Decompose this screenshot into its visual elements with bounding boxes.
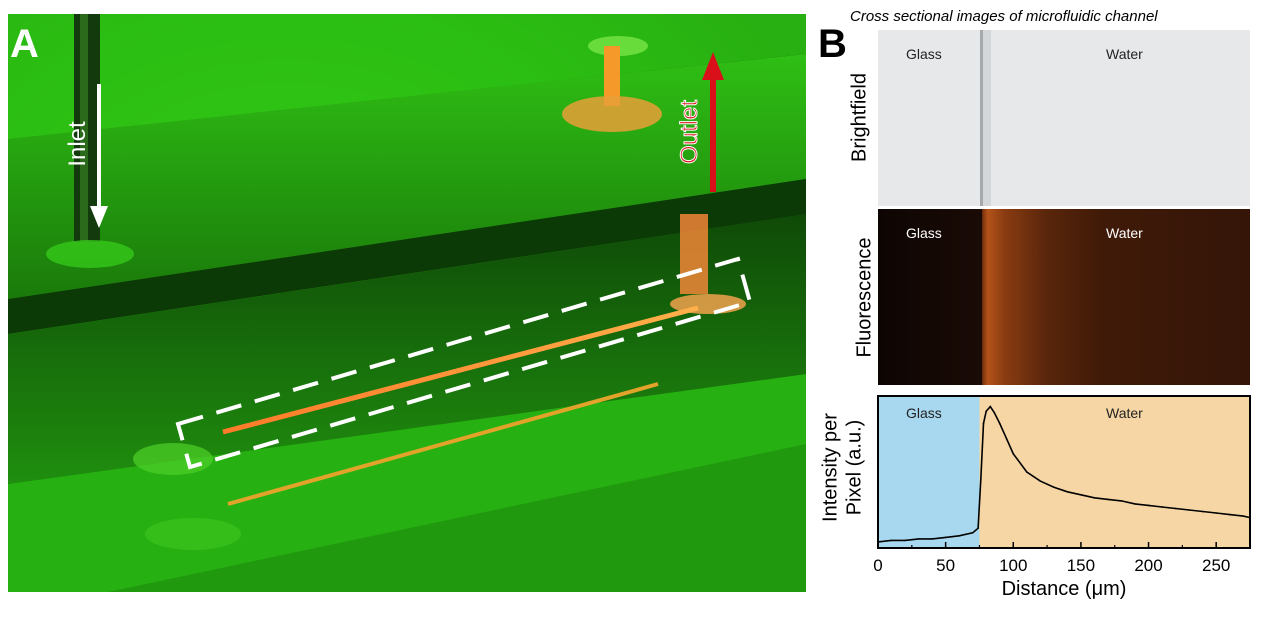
intensity-point [1039, 480, 1042, 482]
glass-water-interface-line [980, 30, 983, 206]
intensity-point [1242, 515, 1245, 517]
x-tick-label: 150 [1067, 556, 1095, 575]
panel-b-caption: Cross sectional images of microfluidic c… [850, 8, 1158, 25]
intensity-point [1012, 452, 1015, 455]
y-axis-label-line2: Pixel (a.u.) [843, 419, 866, 516]
device-photo [8, 14, 806, 592]
intensity-point [993, 411, 996, 414]
microfluidic-device-illustration [8, 14, 806, 592]
intensity-point [1228, 513, 1231, 516]
intensity-point [989, 405, 992, 408]
intensity-point [944, 536, 947, 539]
intensity-point [1201, 510, 1204, 513]
intensity-point [1080, 494, 1082, 496]
fluorescence-image: Glass Water [878, 209, 1250, 385]
intensity-point [985, 410, 988, 413]
x-tick-label: 0 [873, 556, 882, 575]
x-tick-label: 100 [999, 556, 1027, 575]
intensity-point [1161, 506, 1163, 508]
intensity-point [971, 532, 974, 534]
intensity-point [980, 478, 982, 481]
intensity-point [1120, 500, 1123, 502]
panel-b-letter: B [818, 22, 847, 66]
intensity-point [1053, 486, 1055, 489]
intensity-point [1188, 509, 1190, 511]
intensity-point [904, 539, 906, 542]
y-axis-label-line1: Intensity per [819, 413, 842, 522]
x-tick-label: 50 [936, 556, 955, 575]
brightfield-water-label: Water [1106, 46, 1143, 62]
fluorescence-glass-label: Glass [906, 225, 942, 241]
x-tick-label: 250 [1202, 556, 1230, 575]
intensity-point [890, 539, 893, 542]
x-axis-label: Distance (μm) [1002, 578, 1127, 600]
panel-a-letter: A [10, 22, 39, 66]
intensity-point [958, 535, 960, 537]
intensity-point [977, 527, 979, 530]
intensity-point [982, 422, 985, 425]
intensity-point [1107, 498, 1109, 501]
intensity-point [998, 422, 1001, 425]
intensity-point [1093, 497, 1096, 499]
water-region [979, 396, 1250, 548]
brightfield-image: Glass Water [878, 30, 1250, 206]
intensity-point [1147, 504, 1150, 507]
fluorescence-glass-region [878, 209, 982, 385]
glass-region [878, 396, 980, 548]
intensity-point [1174, 507, 1177, 510]
x-tick-label: 200 [1134, 556, 1162, 575]
interface-highlight [983, 30, 991, 206]
brightfield-glass-label: Glass [906, 46, 942, 62]
plot-frame [877, 395, 1251, 549]
intensity-point [917, 538, 920, 540]
intensity-point [1134, 503, 1136, 505]
plot-water-label: Water [1106, 405, 1143, 421]
fluorescence-water-label: Water [1106, 225, 1143, 241]
intensity-point [1005, 437, 1008, 440]
plot-glass-label: Glass [906, 405, 942, 421]
intensity-point [931, 538, 933, 540]
intensity-point [1026, 471, 1028, 473]
intensity-point [1066, 490, 1069, 493]
intensity-point [1215, 512, 1217, 514]
